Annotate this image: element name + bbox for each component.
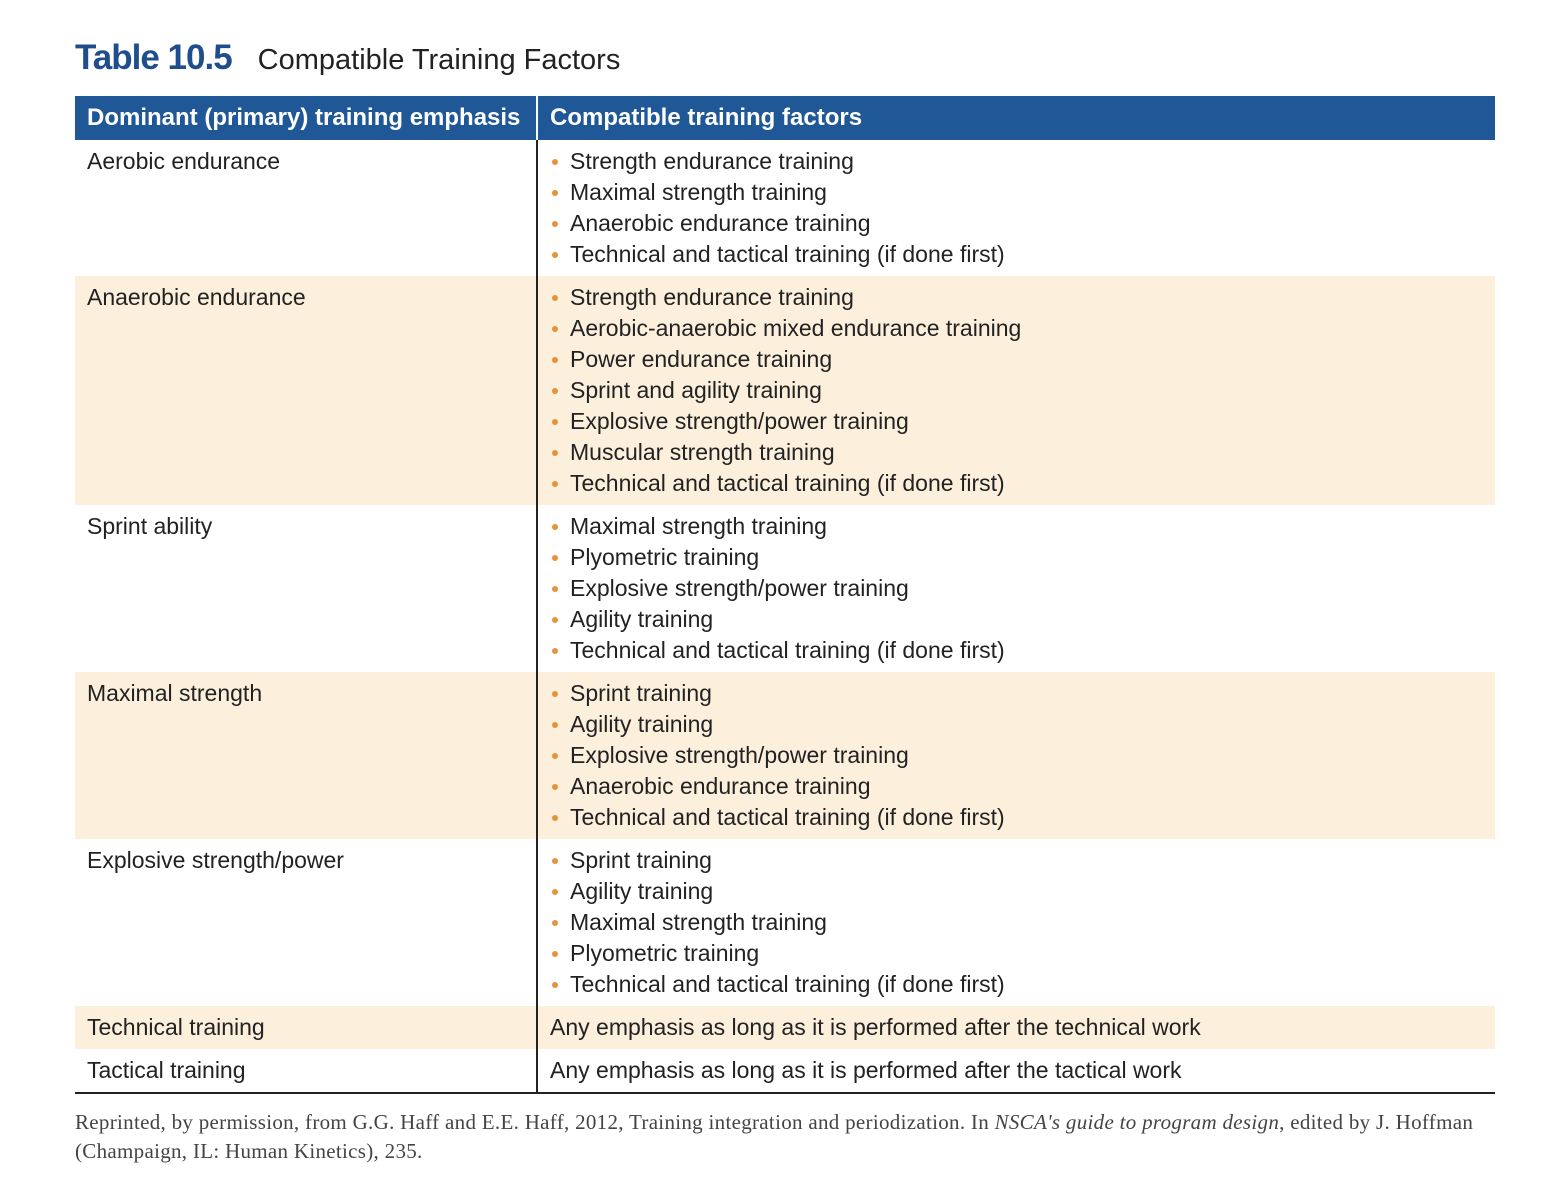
emphasis-cell: Anaerobic endurance: [75, 276, 538, 505]
table-row: Maximal strength Sprint training Agility…: [75, 672, 1495, 839]
citation-book-title: NSCA's guide to program design: [994, 1110, 1280, 1134]
factor-item: Muscular strength training: [550, 437, 1483, 468]
factor-item: Technical and tactical training (if done…: [550, 969, 1483, 1000]
factor-list: Strength endurance training Maximal stre…: [550, 146, 1483, 270]
factor-item: Strength endurance training: [550, 146, 1483, 177]
emphasis-cell: Technical training: [75, 1006, 538, 1049]
factors-cell: Strength endurance training Aerobic-anae…: [537, 276, 1495, 505]
emphasis-cell: Aerobic endurance: [75, 140, 538, 276]
factor-list: Sprint training Agility training Explosi…: [550, 678, 1483, 833]
factors-cell: Sprint training Agility training Explosi…: [537, 672, 1495, 839]
document-page: Table 10.5 Compatible Training Factors D…: [75, 38, 1495, 1166]
factor-list: Strength endurance training Aerobic-anae…: [550, 282, 1483, 499]
citation-text-end: , edited by J. Hoffman (Champaign, IL: H…: [75, 1110, 1474, 1163]
emphasis-cell: Maximal strength: [75, 672, 538, 839]
table-row: Anaerobic endurance Strength endurance t…: [75, 276, 1495, 505]
factor-item: Explosive strength/power training: [550, 740, 1483, 771]
emphasis-cell: Explosive strength/power: [75, 839, 538, 1006]
table-row: Sprint ability Maximal strength training…: [75, 505, 1495, 672]
factor-item: Plyometric training: [550, 542, 1483, 573]
factor-item: Strength endurance training: [550, 282, 1483, 313]
factor-list: Sprint training Agility training Maximal…: [550, 845, 1483, 1000]
table-row: Aerobic endurance Strength endurance tra…: [75, 140, 1495, 276]
table-number: Table 10.5: [75, 38, 233, 77]
factor-item: Maximal strength training: [550, 511, 1483, 542]
factors-cell: Maximal strength training Plyometric tra…: [537, 505, 1495, 672]
factor-item: Maximal strength training: [550, 907, 1483, 938]
factors-text-cell: Any emphasis as long as it is performed …: [537, 1049, 1495, 1094]
table-header-row: Dominant (primary) training emphasis Com…: [75, 96, 1495, 140]
factor-item: Explosive strength/power training: [550, 406, 1483, 437]
emphasis-cell: Sprint ability: [75, 505, 538, 672]
factor-item: Technical and tactical training (if done…: [550, 635, 1483, 666]
table-row: Technical training Any emphasis as long …: [75, 1006, 1495, 1049]
factor-item: Sprint and agility training: [550, 375, 1483, 406]
factor-item: Agility training: [550, 709, 1483, 740]
factor-item: Plyometric training: [550, 938, 1483, 969]
table-row: Tactical training Any emphasis as long a…: [75, 1049, 1495, 1094]
factor-item: Aerobic-anaerobic mixed endurance traini…: [550, 313, 1483, 344]
emphasis-cell: Tactical training: [75, 1049, 538, 1094]
header-dominant-emphasis: Dominant (primary) training emphasis: [75, 96, 538, 140]
factors-cell: Strength endurance training Maximal stre…: [537, 140, 1495, 276]
factors-text-cell: Any emphasis as long as it is performed …: [537, 1006, 1495, 1049]
compatible-training-table: Dominant (primary) training emphasis Com…: [75, 96, 1495, 1094]
factor-list: Maximal strength training Plyometric tra…: [550, 511, 1483, 666]
factor-item: Sprint training: [550, 678, 1483, 709]
header-compatible-factors: Compatible training factors: [537, 96, 1495, 140]
table-title: Table 10.5 Compatible Training Factors: [75, 38, 1495, 90]
table-row: Explosive strength/power Sprint training…: [75, 839, 1495, 1006]
factor-item: Technical and tactical training (if done…: [550, 239, 1483, 270]
factors-cell: Sprint training Agility training Maximal…: [537, 839, 1495, 1006]
factor-item: Sprint training: [550, 845, 1483, 876]
factor-item: Agility training: [550, 876, 1483, 907]
factor-item: Anaerobic endurance training: [550, 771, 1483, 802]
factor-item: Agility training: [550, 604, 1483, 635]
factor-item: Explosive strength/power training: [550, 573, 1483, 604]
factor-item: Technical and tactical training (if done…: [550, 802, 1483, 833]
source-citation: Reprinted, by permission, from G.G. Haff…: [75, 1108, 1495, 1166]
factor-item: Anaerobic endurance training: [550, 208, 1483, 239]
table-title-text: Compatible Training Factors: [257, 44, 621, 76]
factor-item: Maximal strength training: [550, 177, 1483, 208]
factor-item: Technical and tactical training (if done…: [550, 468, 1483, 499]
factor-item: Power endurance training: [550, 344, 1483, 375]
citation-text: Reprinted, by permission, from G.G. Haff…: [75, 1110, 995, 1134]
